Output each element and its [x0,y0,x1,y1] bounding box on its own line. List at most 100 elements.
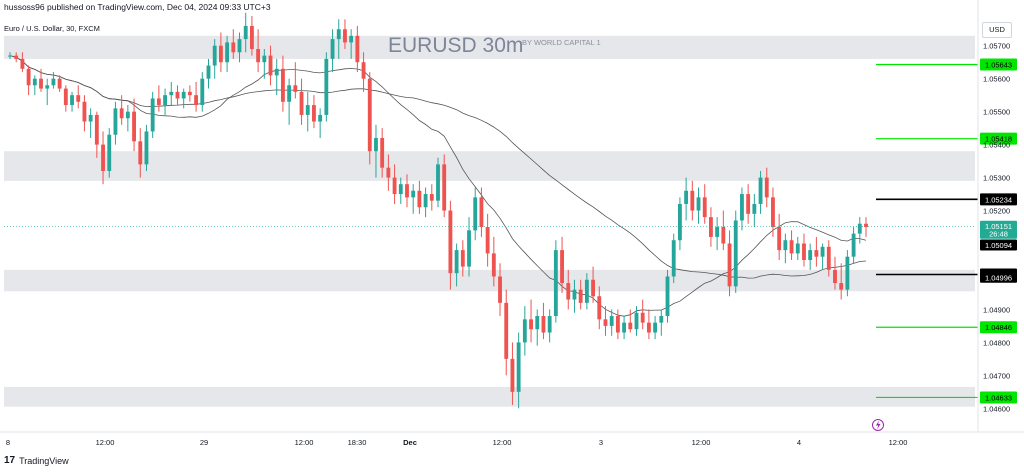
symbol-description: Euro / U.S. Dollar, 30, FXCM [4,24,100,33]
alert-icon[interactable] [872,419,884,431]
candle-body [783,240,788,251]
candle-body [665,276,670,317]
price-badge [980,271,1017,283]
candle-body [76,95,81,102]
candle-body [442,164,447,211]
candle-body [578,289,583,303]
support-resistance-zones [4,35,975,407]
candle-body [206,65,211,79]
candle-body [646,322,651,333]
candle-body [696,197,701,211]
candle-body [212,45,217,66]
tradingview-logo-icon[interactable]: 17 [4,455,16,466]
watermark-subtitle: BY WORLD CAPITAL 1 [522,38,601,47]
axes [0,0,1024,433]
y-tick-label: 1.04700 [983,371,1010,380]
price-badge-label: 1.04996 [985,273,1012,282]
candle-body [380,138,385,168]
candle-body [764,177,769,198]
candle-body [194,95,199,106]
y-tick-label: 1.05600 [983,75,1010,84]
x-tick-label: 12:00 [295,438,314,447]
candle-body [504,302,509,359]
x-tick-label: 12:00 [493,438,512,447]
price-badge-label: 1.05094 [985,241,1012,250]
candle-body [150,98,155,132]
candle-body [771,197,775,228]
candle-body [374,138,378,152]
candle-body [355,35,360,63]
candle-body [237,39,242,53]
y-tick-label: 1.05400 [983,141,1010,150]
price-badge-countdown: 26:48 [989,230,1008,239]
price-badge-label: 1.05151 [985,222,1012,231]
tradingview-brand[interactable]: TradingView [19,455,69,466]
candle-body [132,111,136,142]
candle-body [14,55,19,59]
candle-body [305,105,310,115]
x-tick-label: 29 [200,438,208,447]
y-tick-label: 1.05300 [983,174,1010,183]
candle-body [603,319,608,326]
candle-body [367,78,372,152]
candle-body [789,240,794,254]
candle-body [39,78,43,89]
candle-body [615,316,620,333]
candle-body [653,322,658,333]
candle-body [268,55,273,76]
candle-body [423,194,428,208]
candle-body [330,39,335,59]
candle-body [566,283,571,300]
x-tick-label: Dec [403,438,417,447]
candle-body [584,279,589,303]
y-tick-label: 1.05200 [983,207,1010,216]
candle-body [262,55,267,63]
candle-body [169,91,174,96]
candle-body [32,78,37,86]
candle-body [758,177,763,204]
candle-body [628,322,633,330]
watermark-title: EURUSD 30m [388,34,523,57]
x-tick-label: 12:00 [96,438,115,447]
candle-body [808,250,813,260]
candle-body [857,223,862,234]
candle-body [553,250,558,317]
candle-body [802,243,806,260]
candle-body [26,68,31,86]
candle-body [51,78,56,86]
candle-body [541,316,546,333]
x-tick-label: 3 [599,438,603,447]
level-label: 1.04633 [985,393,1012,402]
footer: 17 TradingView [4,455,69,466]
candle-body [163,95,167,106]
candle-body [138,141,143,165]
candle-body [398,184,403,195]
candle-body [218,45,223,63]
candle-body [460,250,465,267]
candle-body [733,220,738,287]
candle-body [572,289,577,300]
y-tick-label: 1.05500 [983,108,1010,117]
candle-body [727,243,732,287]
candle-body [547,316,552,333]
publish-info: hussoss96 published on TradingView.com, … [4,2,271,12]
candle-body [225,42,230,63]
candle-body [45,85,50,89]
zone-1 [4,151,975,181]
candle-body [429,194,434,201]
candle-body [814,250,819,257]
candle-body [107,134,112,171]
candle-body [249,25,254,50]
candle-body [343,29,347,43]
candle-body [448,210,453,274]
x-tick-label: 12:00 [692,438,711,447]
candle-body [436,164,440,201]
candle-body [690,190,695,211]
currency-button[interactable]: USD [982,22,1012,38]
level-label: 1.05234 [985,195,1012,204]
x-tick-label: 8 [6,438,10,447]
candle-body [467,230,471,267]
candle-body [684,190,689,204]
